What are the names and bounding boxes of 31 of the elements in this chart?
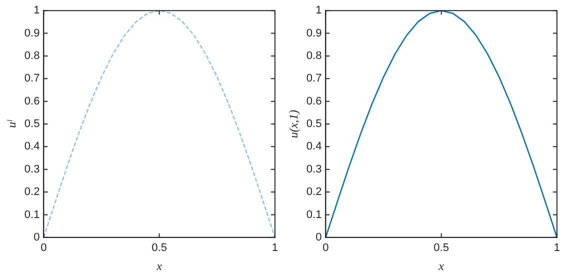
line-series [44, 10, 275, 238]
y-tick-label: 0 [34, 231, 40, 244]
y-tick-label: 0.5 [306, 118, 322, 130]
y-tick-label: 0.2 [306, 186, 322, 198]
y-tick-label: 0 [316, 231, 322, 244]
y-tick-label: 0.8 [306, 50, 322, 62]
y-tick-label: 0.7 [24, 72, 40, 85]
y-tick-label: 1 [34, 4, 40, 17]
y-tick-label: 0.8 [24, 50, 40, 62]
y-tick-label: 0.9 [24, 27, 40, 40]
y-tick-label: 0.6 [306, 95, 322, 108]
y-tick-label: 0.4 [24, 140, 40, 153]
y-tick-label: 0.3 [24, 163, 40, 176]
x-axis-title: x [438, 258, 445, 273]
y-axis-title: u(x,1) [286, 110, 300, 138]
y-tick-label: 0.4 [306, 140, 322, 153]
y-axis-title: uˡ [4, 118, 18, 128]
y-tick-label: 0.7 [306, 72, 322, 85]
x-tick-label: 1 [272, 242, 278, 254]
x-tick-label: 0.5 [434, 242, 449, 254]
y-tick-label: 0.9 [306, 27, 322, 40]
y-tick-label: 0.2 [24, 186, 40, 198]
y-tick-label: 1 [316, 4, 322, 17]
y-tick-label: 0.1 [306, 208, 322, 221]
y-tick-label: 0.1 [24, 208, 40, 221]
y-tick-label: 0.3 [306, 163, 322, 176]
x-tick-label: 1 [554, 242, 560, 254]
x-axis-title: x [156, 258, 163, 273]
y-tick-label: 0.6 [24, 95, 40, 108]
y-tick-label: 0.5 [24, 118, 40, 130]
x-tick-label: 0.5 [152, 242, 167, 254]
